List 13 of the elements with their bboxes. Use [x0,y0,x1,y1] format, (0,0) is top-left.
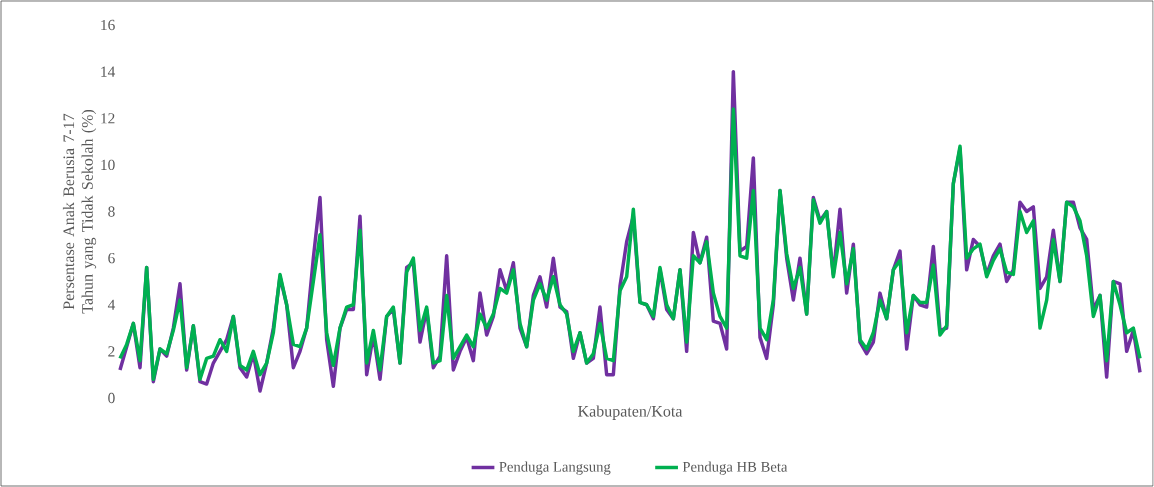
y-tick-label: 0 [108,392,115,404]
y-tick-label: 12 [101,113,115,124]
y-tick-label: 8 [108,206,115,217]
y-tick-label: 6 [108,252,115,264]
y-tick-label: 2 [108,346,115,357]
y-tick-label: 10 [101,159,115,171]
legend-label: Penduga Langsung [499,461,611,475]
x-axis-title: Kabupaten/Kota [578,405,683,420]
y-tick-label: 4 [107,299,116,310]
y-axis-title: Persentase Anak Berusia 7-17 Tahun yang Tidak Sekolah (%) [62,109,97,314]
y-tick-label: 14 [101,66,116,77]
y-tick-label: 16 [101,19,115,31]
legend-label: Penduga HB Beta [682,461,788,475]
